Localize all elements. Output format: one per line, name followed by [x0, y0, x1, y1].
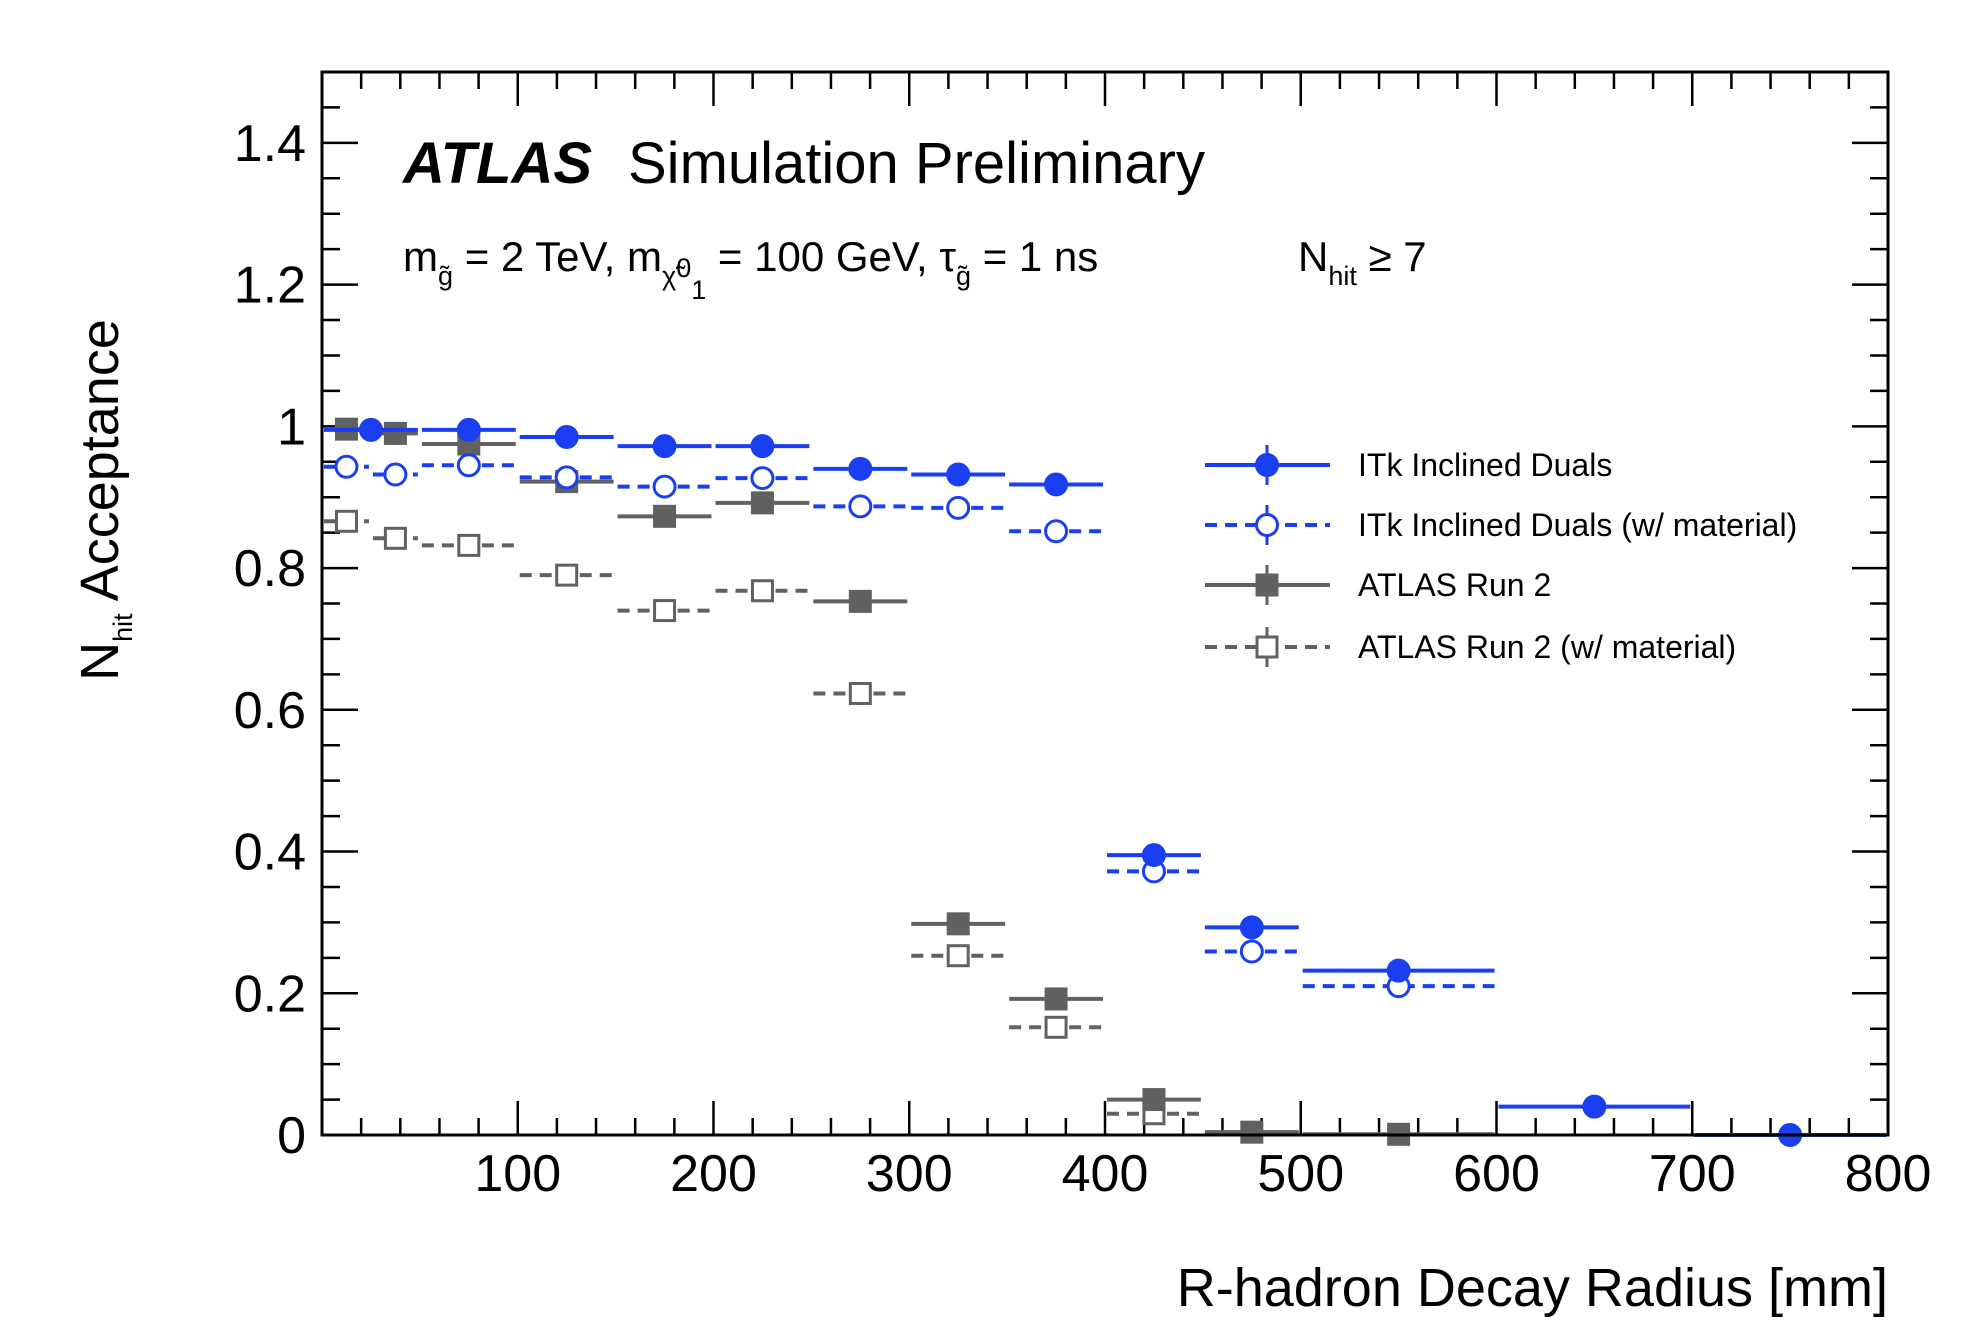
x-tick-label: 700	[1649, 1145, 1736, 1203]
data-point	[1142, 1088, 1166, 1112]
data-point	[1044, 1015, 1068, 1039]
legend-marker	[1255, 453, 1279, 477]
y-tick-label: 0.4	[234, 824, 306, 882]
legend-marker	[1255, 513, 1279, 537]
data-point	[1240, 1120, 1264, 1144]
data-point	[1239, 939, 1264, 964]
data-point	[750, 491, 774, 515]
info-part: 1	[691, 275, 706, 305]
info-part: m	[403, 233, 438, 280]
data-point	[946, 462, 971, 487]
y-title-rest: Acceptance	[70, 319, 130, 613]
data-point	[456, 417, 481, 442]
data-point	[652, 474, 677, 499]
data-point	[652, 434, 677, 459]
y-tick-label: 0.6	[234, 682, 306, 740]
legend-label: ATLAS Run 2	[1358, 567, 1551, 603]
series-0	[324, 417, 1886, 1147]
data-point	[750, 466, 775, 491]
info-part: 0	[676, 253, 691, 283]
data-point	[456, 453, 481, 478]
data-point	[1044, 472, 1069, 497]
data-point	[848, 682, 872, 706]
x-axis-title: R-hadron Decay Radius [mm]	[1177, 1258, 1888, 1318]
data-point	[334, 454, 359, 479]
data-point	[383, 526, 407, 550]
y-tick-label: 1	[277, 398, 306, 456]
x-tick-label: 500	[1257, 1145, 1344, 1203]
y-title-sub: hit	[108, 613, 138, 642]
x-tick-label: 300	[866, 1145, 953, 1203]
y-tick-label: 0	[277, 1107, 306, 1165]
data-point	[848, 456, 873, 481]
selection-rest: ≥ 7	[1357, 233, 1427, 280]
legend-label: ATLAS Run 2 (w/ material)	[1358, 629, 1736, 665]
series-layer	[324, 417, 1886, 1147]
data-point	[750, 434, 775, 459]
legend-label: ITk Inclined Duals	[1358, 447, 1612, 483]
data-point	[1141, 843, 1166, 868]
data-point	[383, 421, 407, 445]
experiment-label: ATLAS	[401, 131, 592, 196]
y-tick-label: 0.2	[234, 965, 306, 1023]
plot-frame	[320, 70, 1890, 1137]
x-tick-label: 400	[1062, 1145, 1149, 1203]
data-point	[946, 944, 970, 968]
data-point	[334, 509, 358, 533]
data-point	[1582, 1094, 1607, 1119]
legend-marker	[1255, 573, 1279, 597]
x-tick-label: 100	[474, 1145, 561, 1203]
data-point	[1044, 987, 1068, 1011]
legend-marker	[1255, 635, 1279, 659]
y-tick-label: 1.4	[234, 115, 306, 173]
x-tick-label: 600	[1453, 1145, 1540, 1203]
data-point	[457, 533, 481, 557]
data-point	[946, 495, 971, 520]
data-point	[653, 504, 677, 528]
data-point	[848, 494, 873, 519]
data-point	[1239, 915, 1264, 940]
data-point	[946, 912, 970, 936]
data-point	[750, 579, 774, 603]
data-point	[848, 589, 872, 613]
legend: ITk Inclined Duals ITk Inclined Duals (w/…	[1205, 445, 1797, 667]
data-point	[383, 462, 408, 487]
data-point	[653, 599, 677, 623]
info-line: mg̃ = 2 TeV, mχ̃01 = 100 GeV, τg̃ = 1 ns	[403, 233, 1098, 305]
info-part: g̃	[438, 261, 453, 291]
data-point	[554, 424, 579, 449]
legend-label: ITk Inclined Duals (w/ material)	[1358, 507, 1797, 543]
info-part: g̃	[956, 261, 971, 291]
info-part: = 100 GeV, τ	[706, 233, 956, 280]
info-part: = 2 TeV, m	[453, 233, 662, 280]
data-point	[358, 417, 383, 442]
series-3	[324, 509, 1201, 1126]
data-point	[1044, 519, 1069, 544]
selection-main: N	[1298, 233, 1328, 280]
y-tick-label: 0.8	[234, 540, 306, 598]
data-point	[555, 563, 579, 587]
y-title-main: N	[70, 642, 130, 681]
selection-label: Nhit ≥ 7	[1298, 233, 1427, 291]
x-tick-label: 800	[1845, 1145, 1932, 1203]
selection-sub: hit	[1328, 261, 1357, 291]
y-axis-title: Nhit Acceptance	[70, 319, 138, 681]
data-point	[1386, 958, 1411, 983]
info-part: = 1 ns	[971, 233, 1098, 280]
y-tick-label: 1.2	[234, 257, 306, 315]
x-tick-label: 200	[670, 1145, 757, 1203]
tick-labels: 100 200 300 400 500 600 700 800 0 0.2 0.4 0.6 0.8 1 1.…	[234, 115, 1932, 1203]
status-label: Simulation Preliminary	[628, 131, 1205, 196]
data-point	[554, 465, 579, 490]
